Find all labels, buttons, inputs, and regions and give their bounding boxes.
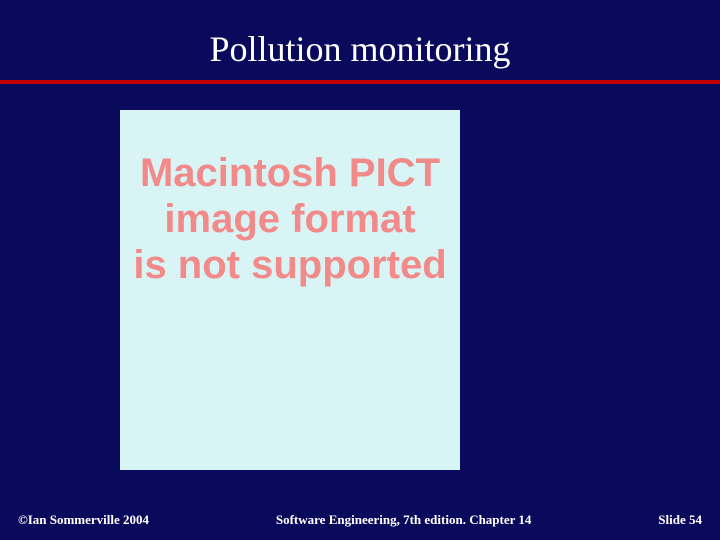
slide: Pollution monitoring Macintosh PICT imag… bbox=[0, 0, 720, 540]
footer-copyright: ©Ian Sommerville 2004 bbox=[18, 512, 149, 528]
error-line-3: is not supported bbox=[120, 242, 460, 288]
footer-book-title: Software Engineering, 7th edition. Chapt… bbox=[149, 512, 658, 528]
slide-title: Pollution monitoring bbox=[0, 0, 720, 80]
footer: ©Ian Sommerville 2004 Software Engineeri… bbox=[0, 512, 720, 528]
error-line-1: Macintosh PICT bbox=[120, 150, 460, 196]
title-divider bbox=[0, 80, 720, 84]
content-panel: Macintosh PICT image format is not suppo… bbox=[120, 110, 460, 470]
error-line-2: image format bbox=[120, 196, 460, 242]
image-error-text: Macintosh PICT image format is not suppo… bbox=[120, 150, 460, 288]
footer-slide-number: Slide 54 bbox=[658, 512, 702, 528]
